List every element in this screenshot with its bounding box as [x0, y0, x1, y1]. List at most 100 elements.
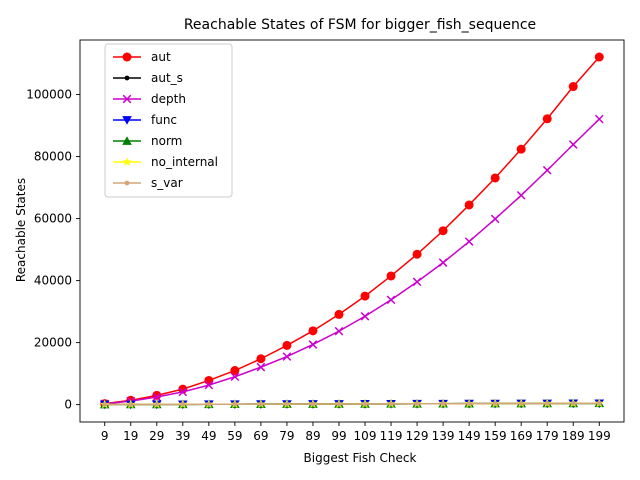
legend-item: no_internal	[113, 155, 218, 169]
legend-label: aut_s	[151, 71, 183, 85]
legend-label: depth	[151, 92, 186, 106]
data-point	[230, 366, 240, 376]
legend-label: s_var	[151, 176, 183, 190]
legend-item: aut	[113, 50, 171, 64]
data-point	[594, 114, 604, 124]
series-line	[104, 118, 600, 405]
data-point	[516, 144, 526, 154]
data-point	[284, 401, 290, 407]
legend-label: aut	[151, 50, 171, 64]
data-point	[414, 401, 420, 407]
x-axis-label: Biggest Fish Check	[304, 451, 417, 465]
x-tick-label: 199	[588, 429, 611, 443]
data-point	[128, 402, 134, 407]
y-axis-label: Reachable States	[14, 178, 28, 282]
data-point	[124, 75, 130, 81]
legend-label: norm	[151, 134, 182, 148]
data-point	[256, 354, 266, 364]
data-point	[518, 401, 524, 406]
data-point	[360, 311, 370, 321]
data-point	[596, 400, 602, 406]
x-tick-label: 79	[279, 429, 294, 443]
x-tick-label: 129	[406, 429, 429, 443]
data-point	[388, 401, 394, 407]
x-tick-label: 69	[253, 429, 268, 443]
x-tick-label: 149	[458, 429, 481, 443]
data-point	[206, 401, 212, 407]
data-point	[568, 82, 578, 92]
legend-label: no_internal	[151, 155, 218, 169]
series-aut	[100, 52, 604, 409]
y-tick-label: 20000	[34, 336, 72, 350]
data-point	[122, 136, 132, 145]
data-point	[310, 401, 316, 407]
series-s-var	[102, 400, 602, 407]
data-point	[308, 340, 318, 349]
data-point	[516, 191, 526, 200]
x-tick-label: 179	[536, 429, 559, 443]
data-point	[282, 352, 292, 361]
data-point	[544, 401, 550, 406]
data-point	[152, 390, 162, 400]
data-point	[464, 237, 474, 246]
data-point	[336, 401, 342, 407]
x-tick-label: 19	[123, 429, 138, 443]
data-point	[440, 401, 446, 407]
data-point	[412, 277, 422, 287]
y-tick-label: 100000	[26, 88, 72, 102]
data-point	[122, 116, 132, 125]
data-point	[122, 157, 132, 166]
data-point	[386, 295, 396, 305]
legend-item: s_var	[113, 176, 183, 190]
x-tick-label: 119	[380, 429, 403, 443]
data-point	[568, 140, 578, 149]
data-point	[122, 52, 132, 62]
x-tick-label: 189	[562, 429, 585, 443]
x-tick-label: 29	[149, 429, 164, 443]
chart-title: Reachable States of FSM for bigger_fish_…	[184, 17, 536, 33]
x-tick-label: 169	[510, 429, 533, 443]
data-point	[258, 401, 264, 407]
data-point	[412, 249, 422, 259]
data-point	[490, 214, 500, 224]
data-point	[178, 387, 188, 397]
x-tick-label: 109	[354, 429, 377, 443]
x-tick-label: 139	[432, 429, 455, 443]
data-point	[438, 258, 448, 267]
data-point	[256, 362, 266, 372]
x-tick-label: 39	[175, 429, 190, 443]
data-point	[334, 326, 344, 336]
x-tick-label: 49	[201, 429, 216, 443]
data-point	[360, 291, 370, 301]
data-point	[152, 392, 162, 402]
data-point	[230, 372, 240, 382]
legend-item: aut_s	[113, 71, 183, 85]
x-tick-label: 59	[227, 429, 242, 443]
data-point	[124, 180, 130, 186]
data-point	[362, 401, 368, 407]
legend-item: norm	[113, 134, 182, 148]
x-tick-label: 9	[101, 429, 109, 443]
data-point	[232, 401, 238, 407]
data-point	[204, 380, 214, 390]
y-tick-label: 60000	[34, 212, 72, 226]
data-point	[334, 309, 344, 319]
plot-area: 9 19 29 39 49 59 69 79 89 99 109 119 129 139 149 159 169…	[26, 39, 625, 443]
data-point	[102, 402, 108, 407]
data-point	[282, 340, 292, 350]
legend-item: func	[113, 113, 177, 127]
data-point	[154, 401, 160, 407]
series-line	[104, 56, 600, 405]
y-tick-label: 80000	[34, 150, 72, 164]
x-tick-label: 159	[484, 429, 507, 443]
legend-box	[104, 43, 233, 198]
series-line	[104, 402, 600, 406]
data-point	[308, 326, 318, 336]
y-tick-label: 40000	[34, 274, 72, 288]
data-point	[464, 200, 474, 210]
axes-frame	[79, 39, 625, 423]
x-tick-label: 89	[305, 429, 320, 443]
data-point	[492, 401, 498, 406]
